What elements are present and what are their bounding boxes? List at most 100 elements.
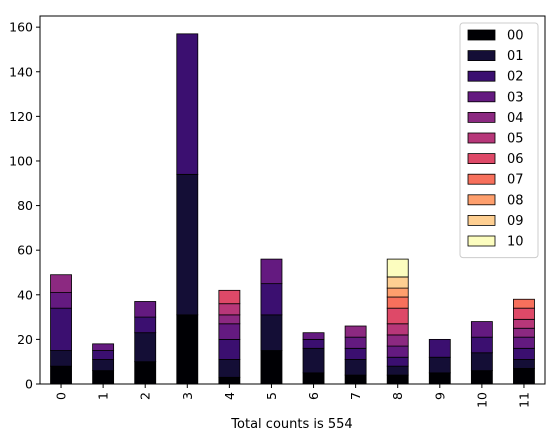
- bar-segment-cat8-series03: [387, 346, 408, 357]
- x-axis-label: Total counts is 554: [230, 417, 352, 432]
- y-tick-label: 160: [9, 20, 33, 35]
- bar-segment-cat9-series02: [429, 339, 450, 357]
- bar-segment-cat4-series05: [219, 304, 240, 315]
- bar-segment-cat4-series00: [219, 377, 240, 384]
- bar-segment-cat7-series04: [345, 326, 366, 337]
- x-tick-label: 1: [96, 392, 111, 400]
- y-tick-label: 120: [9, 109, 33, 124]
- bar-segment-cat11-series01: [513, 359, 534, 368]
- bar-segment-cat10-series00: [471, 371, 492, 384]
- legend-label-06: 06: [507, 152, 524, 167]
- bar-segment-cat0-series00: [51, 366, 72, 384]
- bar-segment-cat0-series04: [51, 275, 72, 293]
- legend-label-08: 08: [507, 193, 524, 208]
- bar-segment-cat4-series04: [219, 315, 240, 324]
- legend-swatch-07: [468, 174, 495, 184]
- bar-segment-cat11-series03: [513, 337, 534, 348]
- bar-segment-cat10-series01: [471, 353, 492, 371]
- x-tick-label: 6: [306, 392, 321, 400]
- x-tick-label: 2: [138, 392, 153, 400]
- y-axis-ticks: 0 20 40 60 80 100 120 140 160: [9, 20, 40, 392]
- legend-label-09: 09: [507, 214, 524, 229]
- bar-segment-cat11-series06: [513, 308, 534, 319]
- x-tick-label: 10: [474, 392, 489, 408]
- bar-segment-cat6-series00: [303, 373, 324, 384]
- x-axis-ticks: 0 1 2 3 4 5 6 7 8 9 10 11: [54, 384, 532, 408]
- bar-segment-cat3-series02: [177, 34, 198, 175]
- legend-label-01: 01: [507, 49, 524, 64]
- x-tick-label: 3: [180, 392, 195, 400]
- bar-segment-cat11-series02: [513, 348, 534, 359]
- legend-label-07: 07: [507, 173, 524, 188]
- bar-segment-cat7-series00: [345, 375, 366, 384]
- legend-swatch-09: [468, 215, 495, 225]
- bar-segment-cat4-series02: [219, 339, 240, 359]
- bar-segment-cat9-series01: [429, 357, 450, 373]
- bar-segment-cat8-series05: [387, 324, 408, 335]
- bar-segment-cat8-series09: [387, 277, 408, 288]
- y-tick-label: 40: [17, 287, 33, 302]
- bar-segment-cat11-series00: [513, 368, 534, 384]
- x-tick-label: 7: [348, 392, 363, 400]
- legend-label-02: 02: [507, 70, 524, 85]
- x-tick-label: 8: [390, 392, 405, 400]
- bar-segment-cat5-series02: [261, 284, 282, 315]
- legend-label-03: 03: [507, 90, 524, 105]
- bar-segment-cat1-series01: [93, 359, 114, 370]
- bar-segment-cat11-series05: [513, 319, 534, 328]
- y-tick-label: 140: [9, 64, 33, 79]
- bar-segment-cat7-series03: [345, 337, 366, 348]
- legend-swatch-05: [468, 133, 495, 143]
- bar-segment-cat0-series01: [51, 351, 72, 367]
- bar-segment-cat0-series03: [51, 293, 72, 309]
- bar-segment-cat11-series04: [513, 328, 534, 337]
- legend-swatch-08: [468, 195, 495, 205]
- x-tick-label: 4: [222, 392, 237, 400]
- bar-segment-cat8-series01: [387, 366, 408, 375]
- legend-swatch-03: [468, 92, 495, 102]
- bar-segment-cat1-series02: [93, 351, 114, 360]
- bar-segment-cat5-series01: [261, 315, 282, 351]
- bar-segment-cat9-series00: [429, 373, 450, 384]
- legend-swatch-06: [468, 154, 495, 164]
- y-tick-label: 0: [25, 377, 33, 392]
- bar-segment-cat4-series01: [219, 359, 240, 377]
- bar-segment-cat4-series03: [219, 324, 240, 340]
- bar-segment-cat7-series02: [345, 348, 366, 359]
- bar-segment-cat1-series00: [93, 371, 114, 384]
- bar-segment-cat11-series07: [513, 299, 534, 308]
- bar-segment-cat5-series00: [261, 351, 282, 384]
- bar-segment-cat3-series00: [177, 315, 198, 384]
- legend-label-05: 05: [507, 132, 524, 147]
- bar-segment-cat6-series02: [303, 339, 324, 348]
- x-tick-label: 11: [516, 392, 531, 408]
- bar-segment-cat8-series04: [387, 335, 408, 346]
- legend: 00 01 02 03 04 05 06 07 08 09 10: [460, 23, 538, 258]
- x-tick-label: 0: [54, 392, 69, 400]
- bar-segment-cat10-series02: [471, 337, 492, 353]
- bar-segment-cat3-series01: [177, 174, 198, 315]
- y-tick-label: 20: [17, 332, 33, 347]
- bar-segment-cat8-series02: [387, 357, 408, 366]
- bar-segment-cat5-series03: [261, 259, 282, 284]
- bar-segment-cat2-series03: [135, 301, 156, 317]
- y-tick-label: 100: [9, 153, 33, 168]
- bar-segment-cat8-series10: [387, 259, 408, 277]
- legend-swatch-02: [468, 71, 495, 81]
- legend-label-04: 04: [507, 111, 524, 126]
- bar-segment-cat8-series08: [387, 288, 408, 297]
- x-tick-label: 5: [264, 392, 279, 400]
- bar-segment-cat2-series01: [135, 333, 156, 362]
- bar-segment-cat0-series02: [51, 308, 72, 350]
- bar-segment-cat4-series06: [219, 290, 240, 303]
- bar-segment-cat6-series01: [303, 348, 324, 373]
- bar-segment-cat10-series03: [471, 322, 492, 338]
- legend-swatch-01: [468, 51, 495, 61]
- y-tick-label: 80: [17, 198, 33, 213]
- bar-segment-cat7-series01: [345, 359, 366, 375]
- legend-swatch-10: [468, 236, 495, 246]
- y-tick-label: 60: [17, 243, 33, 258]
- legend-label-00: 00: [507, 29, 524, 44]
- legend-swatch-00: [468, 30, 495, 40]
